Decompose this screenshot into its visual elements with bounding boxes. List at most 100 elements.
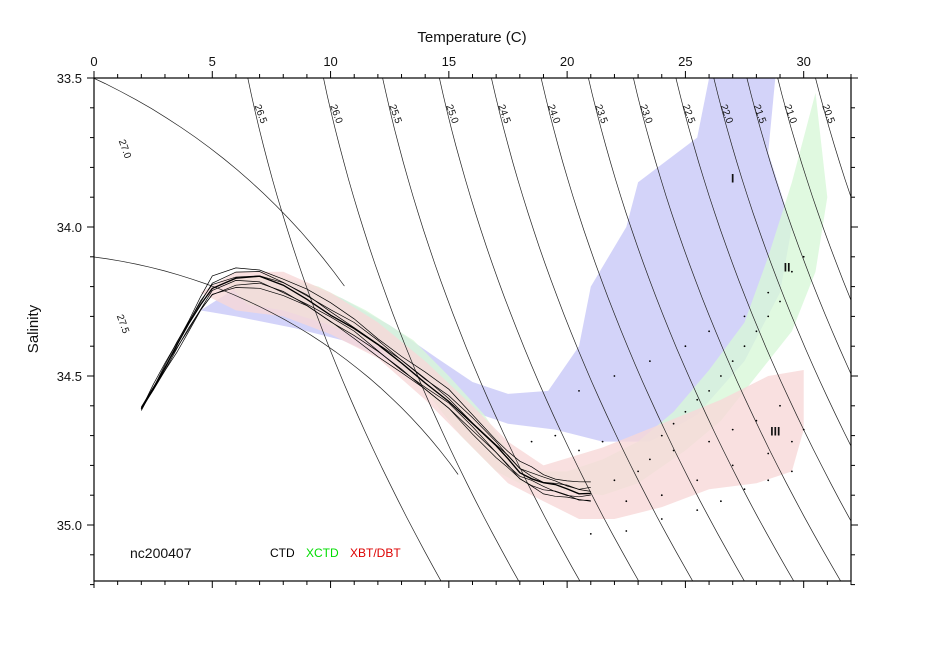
- isopycnal-label-23-0: 23.0: [637, 103, 654, 125]
- legend: CTD XCTD XBT/DBT: [270, 546, 401, 560]
- scatter-point: [601, 440, 604, 443]
- scatter-point: [660, 518, 663, 520]
- isopycnal-label-25-5: 25.5: [386, 103, 403, 125]
- scatter-point: [791, 270, 793, 273]
- scatter-point: [672, 449, 675, 452]
- y-tick-label: 34.0: [57, 220, 82, 235]
- scatter-point: [708, 440, 710, 443]
- scatter-point: [684, 345, 687, 348]
- isopycnal-label-26-0: 26.0: [327, 103, 344, 125]
- x-tick-label: 5: [209, 54, 216, 69]
- scatter-point: [613, 479, 616, 482]
- ctd-profile-3: [140, 280, 591, 498]
- scatter-point: [720, 500, 722, 503]
- isopycnal-label-26-5: 26.5: [252, 103, 269, 125]
- x-tick-label: 0: [90, 54, 97, 69]
- scatter-point: [684, 410, 687, 413]
- x-tick-label: 30: [796, 54, 810, 69]
- scatter-point: [708, 330, 710, 333]
- x-tick-label: 10: [323, 54, 337, 69]
- legend-xbt-dbt: XBT/DBT: [350, 546, 401, 560]
- ctd-profile-6: [141, 275, 591, 492]
- scatter-point: [613, 375, 616, 377]
- isopycnal-label-24-5: 24.5: [495, 103, 512, 125]
- scatter-point: [625, 530, 628, 532]
- scatter-point: [708, 390, 710, 392]
- isopycnal-27-0: [94, 78, 345, 287]
- scatter-point: [731, 428, 734, 431]
- y-tick-label: 33.5: [57, 71, 82, 86]
- scatter-point: [802, 428, 805, 431]
- legend-xctd: XCTD: [306, 546, 339, 560]
- isopycnal-label-20-5: 20.5: [819, 103, 836, 125]
- legend-ctd: CTD: [270, 546, 295, 560]
- isopycnal-23-0: [633, 78, 842, 581]
- axes: 0 5 10 15 20 25 30 33.5 34.0 34.5 35.0: [57, 54, 858, 588]
- scatter-point: [649, 360, 651, 362]
- isopycnal-label-23-5: 23.5: [592, 103, 609, 125]
- isopycnal-lines: 27.5 27.0 26.5 26.0 25.5 25.0 24.5 24.0 23.5 23.0…: [94, 78, 851, 581]
- ctd-profile-7: [141, 282, 591, 501]
- isopycnal-25-5: [382, 78, 581, 581]
- scatter-point: [767, 315, 770, 318]
- scatter-point: [696, 479, 699, 482]
- scatter-point: [755, 330, 758, 333]
- y-tick-label: 35.0: [57, 518, 82, 533]
- scatter-point: [755, 419, 758, 422]
- scatter-point: [660, 494, 663, 497]
- isopycnal-label-22-5: 22.5: [680, 103, 697, 125]
- scatter-point: [779, 404, 781, 407]
- isopycnal-22-5: [675, 78, 851, 522]
- isopycnal-label-24-0: 24.0: [545, 103, 562, 125]
- scatter-point: [672, 422, 675, 425]
- x-tick-label: 25: [678, 54, 692, 69]
- scatter-points: [530, 255, 805, 535]
- scatter-point: [743, 315, 746, 318]
- scatter-point: [767, 291, 770, 294]
- isopycnal-25-0: [439, 78, 640, 581]
- scatter-point: [696, 509, 699, 511]
- scatter-point: [743, 488, 746, 491]
- scatter-point: [791, 470, 793, 473]
- scatter-point: [578, 449, 580, 452]
- region-3-label: III: [770, 425, 780, 439]
- scatter-point: [589, 533, 592, 535]
- isopycnal-label-21-0: 21.0: [782, 103, 799, 125]
- isopycnal-label-27-0: 27.0: [116, 138, 133, 160]
- scatter-point: [767, 452, 770, 455]
- region-1-label: I: [731, 171, 734, 185]
- scatter-point: [649, 458, 651, 461]
- isopycnal-23-5: [588, 78, 795, 581]
- x-axis-title: Temperature (C): [417, 29, 526, 46]
- scatter-point: [743, 345, 746, 348]
- scatter-point: [625, 500, 628, 503]
- scatter-point: [802, 255, 805, 258]
- scatter-point: [554, 434, 557, 437]
- ctd-profiles: [140, 267, 591, 502]
- region-1-area: [200, 78, 792, 442]
- scatter-point: [578, 390, 580, 392]
- isopycnal-22-0: [713, 78, 851, 447]
- scatter-point: [731, 360, 734, 362]
- scatter-point: [696, 398, 699, 401]
- isopycnal-27-5: [94, 256, 459, 475]
- isopycnal-21-0: [777, 78, 851, 302]
- scatter-point: [779, 300, 781, 303]
- isopycnal-26-0: [323, 78, 520, 581]
- scatter-point: [767, 479, 770, 482]
- isopycnal-24-0: [540, 78, 745, 581]
- scatter-point: [637, 470, 639, 473]
- ctd-profile-4: [140, 267, 591, 483]
- x-tick-label: 15: [442, 54, 456, 69]
- isopycnal-21-5: [746, 78, 851, 375]
- ctd-profile-5: [141, 287, 591, 502]
- isopycnal-label-25-0: 25.0: [443, 103, 460, 125]
- y-tick-label: 34.5: [57, 369, 82, 384]
- isopycnal-label-27-5: 27.5: [114, 313, 131, 335]
- isopycnal-24-5: [491, 78, 694, 581]
- scatter-point: [791, 440, 793, 443]
- y-axis-title: Salinity: [25, 304, 42, 353]
- isopycnal-20-5: [815, 78, 851, 199]
